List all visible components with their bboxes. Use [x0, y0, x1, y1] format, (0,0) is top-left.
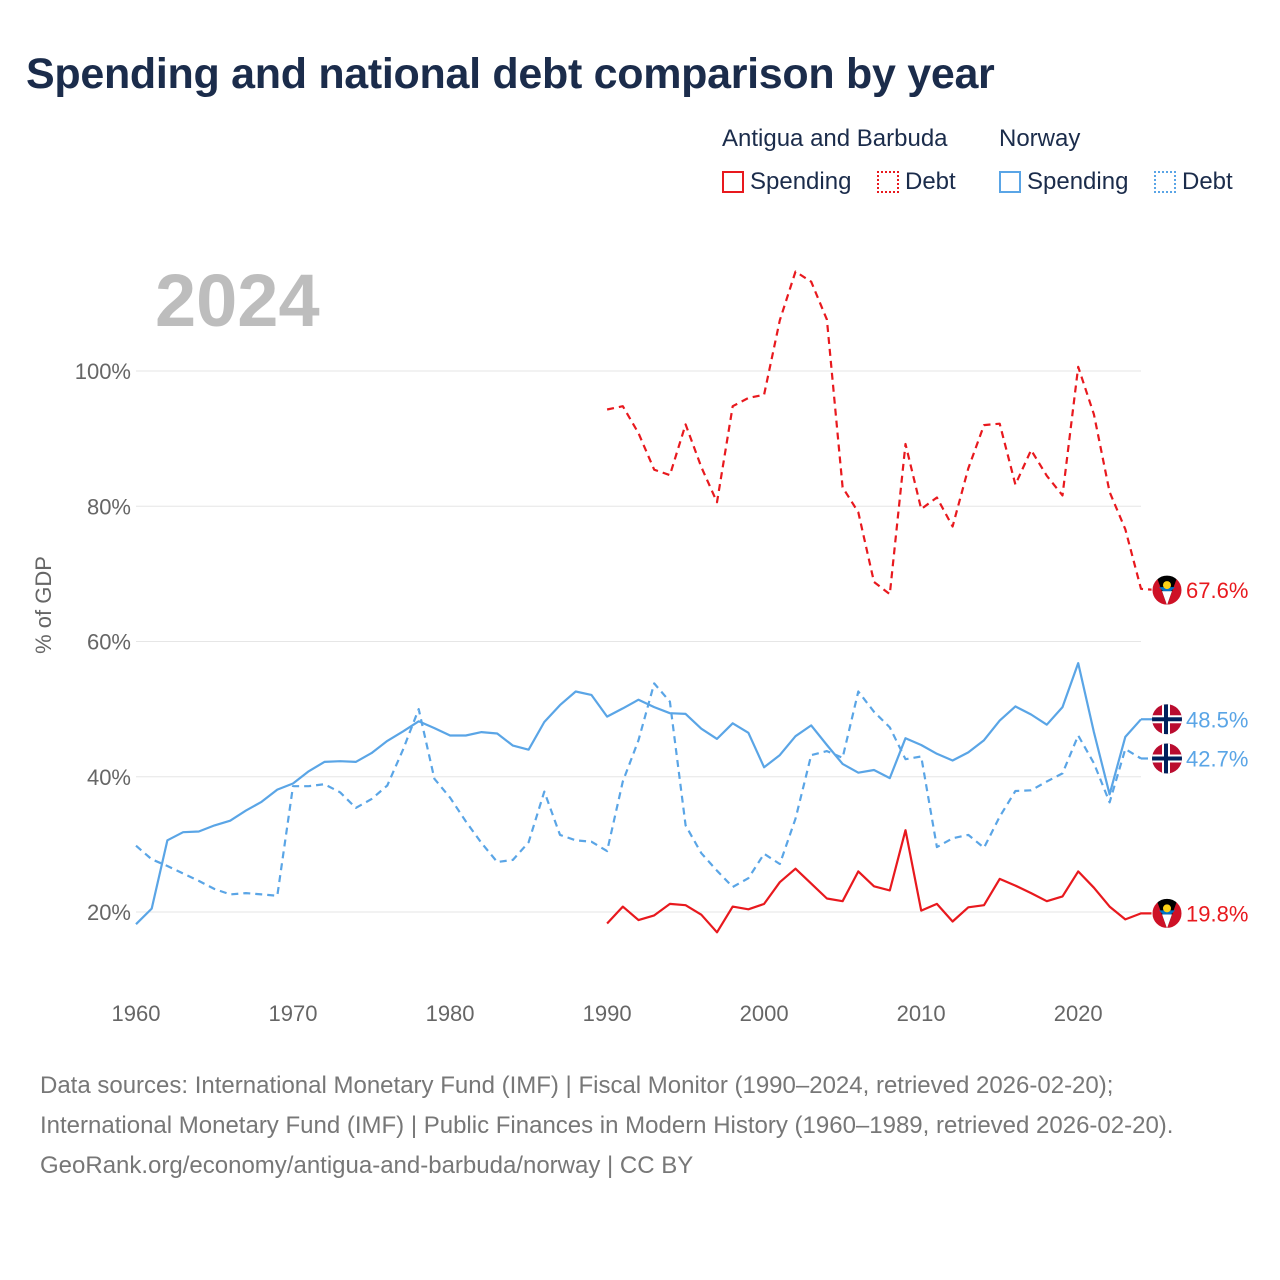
x-tick-label-2010: 2010 — [897, 1001, 946, 1026]
series-line-norway-debt — [135, 682, 1142, 897]
legend-antigua-debt[interactable]: Debt — [877, 168, 956, 196]
x-axis-ticks: 1960 1970 1980 1990 2000 2010 2020 — [112, 1001, 1103, 1026]
x-tick-label-2000: 2000 — [740, 1001, 789, 1026]
series-end-label-norway-spending: 48.5% — [1186, 707, 1248, 732]
chart-title: Spending and national debt comparison by… — [26, 50, 995, 98]
antigua-flag-icon-1 — [1151, 897, 1183, 929]
legend-swatch-solid-red — [722, 171, 744, 193]
legend-norway-debt-label: Debt — [1182, 168, 1233, 195]
legend-swatch-dotted-red — [877, 171, 899, 193]
series-line-antigua-and-barbuda-debt — [606, 270, 1157, 596]
y-tick-label-40: 40% — [87, 765, 131, 790]
y-tick-label-20: 20% — [87, 900, 131, 925]
y-tick-label-100: 100% — [75, 359, 131, 384]
y-axis-ticks: 20% 40% 60% 80% 100% — [75, 359, 131, 925]
antigua-flag-icon-0 — [1151, 574, 1183, 606]
legend-antigua-spending[interactable]: Spending — [722, 168, 851, 196]
x-tick-label-2020: 2020 — [1054, 1001, 1103, 1026]
y-tick-label-80: 80% — [87, 494, 131, 519]
series-end-markers: 67.6% 19.8% 48.5% 42.7% — [1141, 574, 1248, 929]
series-line-antigua-and-barbuda-spending — [606, 829, 1157, 934]
series-lines — [135, 270, 1157, 934]
series-line-norway-spending — [135, 662, 1142, 925]
credit-text[interactable]: GeoRank.org/economy/antigua-and-barbuda/… — [40, 1152, 694, 1179]
legend-swatch-solid-blue — [999, 171, 1021, 193]
x-tick-label-1990: 1990 — [583, 1001, 632, 1026]
legend-norway-spending[interactable]: Spending — [999, 168, 1128, 196]
legend-norway-debt[interactable]: Debt — [1154, 168, 1233, 196]
footer: Data sources: International Monetary Fun… — [40, 1066, 1240, 1186]
norway-flag-icon-3 — [1152, 743, 1182, 774]
y-tick-label-60: 60% — [87, 630, 131, 655]
chart-svg: 20% 40% 60% 80% 100% 1960 1970 1980 1990 2000 201… — [75, 270, 1248, 1026]
legend-norway-spending-label: Spending — [1027, 168, 1129, 195]
norway-flag-icon-2 — [1152, 704, 1182, 735]
current-year-label: 2024 — [155, 259, 320, 342]
legend-group-antigua: Antigua and Barbuda — [722, 125, 948, 152]
x-tick-label-1980: 1980 — [426, 1001, 475, 1026]
series-end-label-norway-debt: 42.7% — [1186, 746, 1248, 771]
series-end-label-antigua-and-barbuda-debt: 67.6% — [1186, 578, 1248, 603]
legend-antigua-debt-label: Debt — [905, 168, 956, 195]
series-end-label-antigua-and-barbuda-spending: 19.8% — [1186, 901, 1248, 926]
legend-group-norway: Norway — [999, 125, 1081, 152]
data-sources-text: Data sources: International Monetary Fun… — [40, 1072, 1174, 1139]
x-tick-label-1960: 1960 — [112, 1001, 161, 1026]
grid-lines — [136, 370, 1141, 913]
legend-antigua-spending-label: Spending — [750, 168, 852, 195]
legend-swatch-dotted-blue — [1154, 171, 1176, 193]
x-tick-label-1970: 1970 — [269, 1001, 318, 1026]
